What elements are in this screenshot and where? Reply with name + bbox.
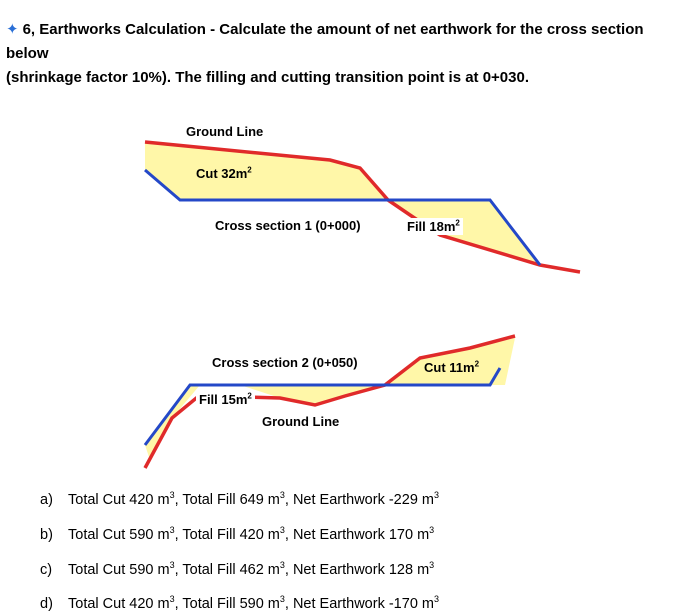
option-a-sup-1: 3: [169, 490, 175, 501]
section2-design-line: [143, 367, 502, 446]
section2-fill-unit-sup: 2: [247, 391, 252, 401]
option-d-sup-1: 3: [169, 594, 175, 605]
section2-ground-line: [143, 334, 516, 469]
section1-cut-label-text: Cut 32m: [196, 166, 248, 181]
section2-fill-label-text: Fill 15m: [199, 392, 248, 407]
option-b-letter: b): [40, 527, 53, 543]
section2-ground-line-label: Ground Line: [262, 414, 340, 429]
option-b-text-3: , Net Earthwork 170 m: [284, 527, 430, 543]
option-c-text-3: , Net Earthwork 128 m: [284, 562, 430, 578]
option-a-text-2: , Total Fill 649 m: [174, 492, 280, 508]
section2-cut-unit-sup: 2: [474, 359, 480, 369]
question-text: ✦ 6, Earthworks Calculation - Calculate t…: [6, 18, 690, 90]
section1-cut-label: Cut 32m2: [196, 166, 252, 181]
option-d-text-3: , Net Earthwork -170 m: [284, 596, 434, 612]
option-d-text-1: Total Cut 420 m: [68, 596, 170, 612]
section2-cut-label: Cut 11m2: [424, 360, 479, 375]
option-d-text-2: , Total Fill 590 m: [174, 596, 280, 612]
option-c-letter: c): [40, 562, 53, 578]
option-c-text-2: , Total Fill 462 m: [174, 562, 280, 578]
section2-cut-area: [385, 338, 515, 385]
section2-title-label: Cross section 2 (0+050): [212, 355, 358, 370]
section1-cut-area: [145, 142, 388, 200]
section1-fill-unit-sup: 2: [455, 218, 460, 228]
option-d-sup-2: 3: [279, 594, 285, 605]
option-d[interactable]: d) Total Cut 420 m3, Total Fill 590 m3, N…: [40, 594, 439, 614]
option-c-sup-1: 3: [169, 560, 175, 571]
option-a[interactable]: a) Total Cut 420 m3, Total Fill 649 m3, N…: [40, 490, 439, 510]
section1-fill-label-text: Fill 18m: [407, 219, 456, 234]
option-b[interactable]: b) Total Cut 590 m3, Total Fill 420 m3, N…: [40, 525, 434, 545]
option-a-sup-3: 3: [433, 490, 439, 501]
option-b-sup-3: 3: [429, 525, 435, 536]
option-b-sup-2: 3: [279, 525, 285, 536]
option-a-sup-2: 3: [279, 490, 285, 501]
option-a-text-1: Total Cut 420 m: [68, 492, 170, 508]
question-line-1-text: 6, Earthworks Calculation - Calculate th…: [6, 21, 644, 62]
option-c-text-1: Total Cut 590 m: [68, 562, 170, 578]
bullet-marker-icon: ✦: [6, 21, 19, 38]
section2-cut-label-text: Cut 11m: [424, 360, 475, 375]
section1-design-line: [144, 168, 542, 266]
option-d-sup-3: 3: [433, 594, 439, 605]
option-b-text-1: Total Cut 590 m: [68, 527, 170, 543]
section1-ground-line-label: Ground Line: [186, 124, 264, 139]
option-b-text-2: , Total Fill 420 m: [174, 527, 280, 543]
section1-title-label: Cross section 1 (0+000): [215, 218, 361, 233]
option-d-letter: d): [40, 596, 53, 612]
option-c-sup-3: 3: [429, 560, 435, 571]
section1-fill-label: Fill 18m2: [404, 218, 463, 235]
option-a-text-3: , Net Earthwork -229 m: [284, 492, 434, 508]
option-b-sup-1: 3: [169, 525, 175, 536]
question-line-2: (shrinkage factor 10%). The filling and …: [6, 69, 530, 86]
option-a-letter: a): [40, 492, 53, 508]
section1-ground-line: [144, 140, 581, 274]
option-c-sup-2: 3: [279, 560, 285, 571]
question-line-1: ✦ 6, Earthworks Calculation - Calculate t…: [6, 18, 690, 66]
section2-fill-label: Fill 15m2: [196, 391, 255, 408]
option-c[interactable]: c) Total Cut 590 m3, Total Fill 462 m3, N…: [40, 560, 434, 580]
section1-cut-unit-sup: 2: [247, 165, 252, 175]
